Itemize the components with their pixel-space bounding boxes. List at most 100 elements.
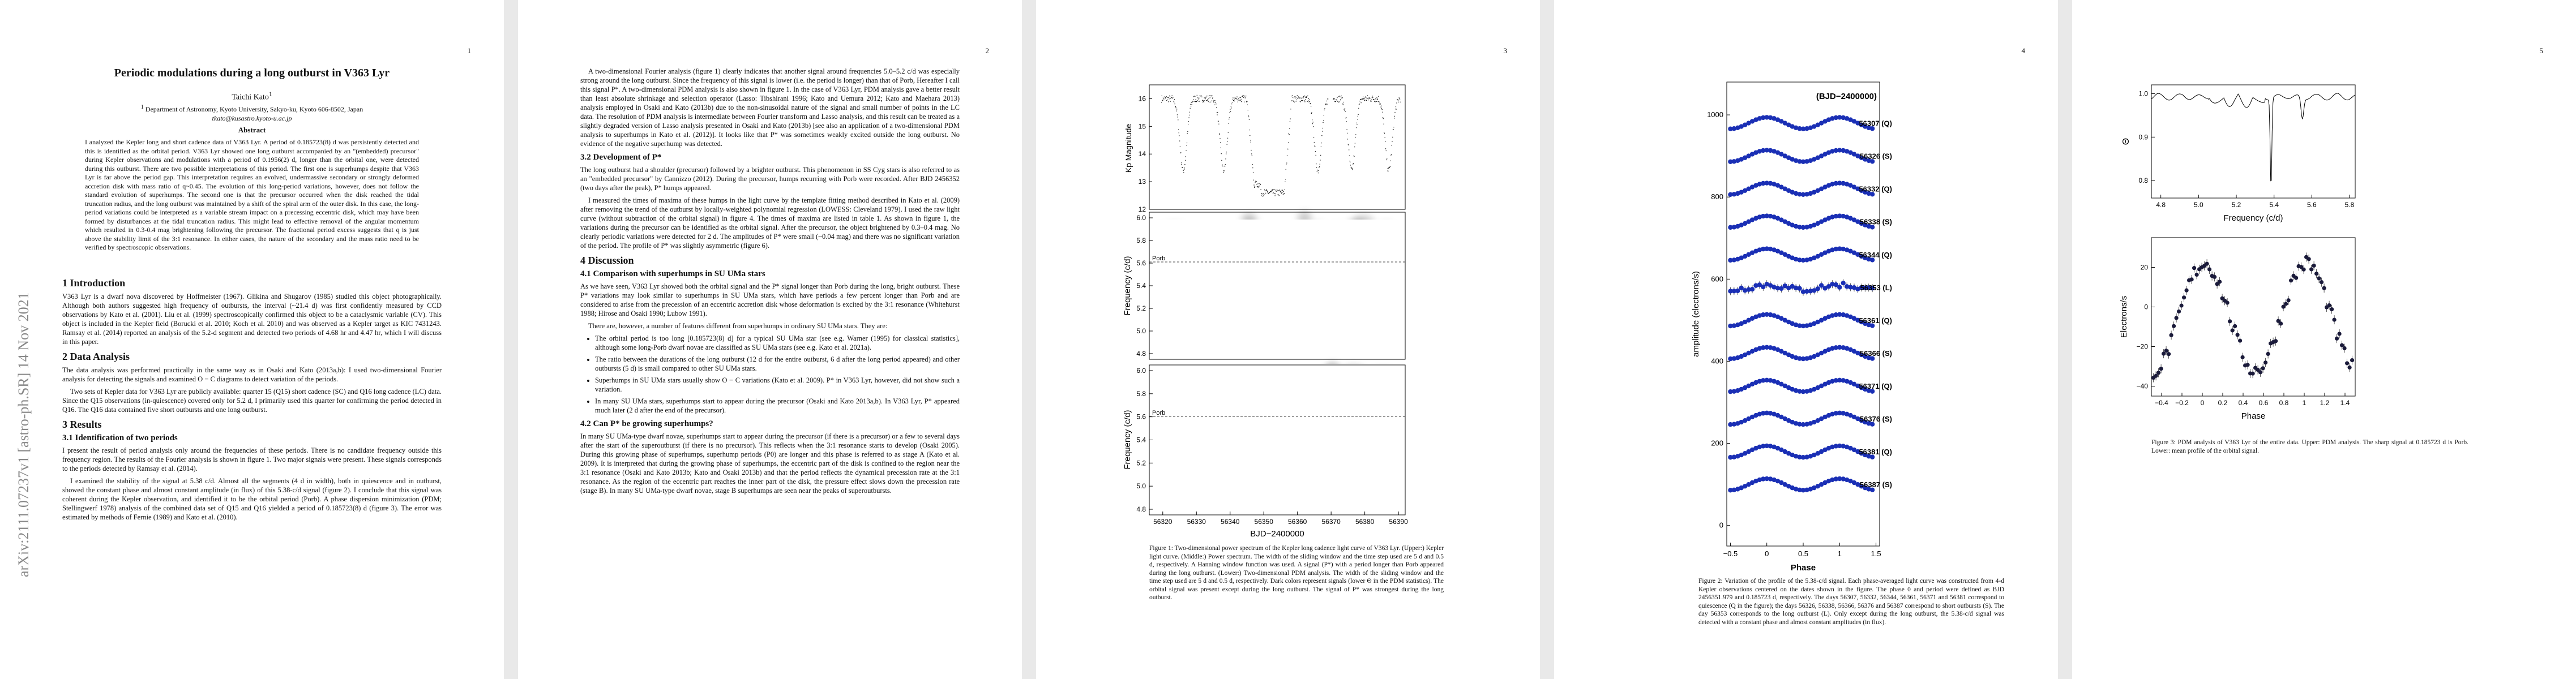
power-blob [1241,214,1257,220]
data-point [2179,303,2184,308]
data-point [1851,217,1857,222]
data-point [1739,452,1744,458]
freq-tick-label: 5.2 [1136,304,1146,312]
power-blob [1390,277,1404,288]
data-point [2218,280,2222,284]
body-text: A two-dimensional Fourier analysis (figu… [580,67,960,498]
data-point [1797,389,1802,394]
data-point [1855,416,1860,422]
power-blob [1349,488,1377,500]
power-blob [1307,428,1328,440]
power-blob [1285,297,1295,307]
power-blob [1382,330,1404,346]
data-point [1753,283,1758,288]
data-point [2192,266,2197,270]
data-point [1841,476,1846,482]
data-point [1826,283,1832,289]
data-point [2182,295,2186,300]
power-blob [1233,440,1259,454]
power-blob [1330,260,1346,268]
data-point [1782,317,1788,323]
power-blob [1272,459,1299,472]
power-blob [1198,257,1214,265]
power-blob [1254,289,1274,296]
data-point [1804,389,1809,394]
power-blob [1154,425,1174,446]
data-point [1749,414,1755,420]
data-point [1782,186,1788,191]
power-blob [1338,343,1349,351]
power-blob [1350,274,1362,280]
xtick-label: −0.5 [1723,549,1738,558]
data-point [1742,253,1748,259]
data-point [1848,347,1853,353]
data-point [1859,155,1864,160]
power-blob [1347,410,1361,420]
data-point [1815,122,1820,127]
power-blob [1302,281,1319,292]
data-point [1833,476,1839,482]
data-point [1800,455,1806,460]
data-point [1855,219,1860,224]
segment-label: 56381 (Q) [1859,448,1892,456]
email[interactable]: tkato@kusastro.kyoto-u.ac.jp [212,114,292,122]
xtick-label: −0.4 [2155,399,2168,407]
power-blob [1280,256,1295,264]
data-point [1800,159,1806,164]
power-blob [1347,436,1375,457]
ytick-label: 400 [1711,356,1723,365]
data-point [1812,321,1817,326]
ytick-label: 1000 [1707,110,1723,119]
data-point [1844,214,1850,220]
power-blob [1231,422,1245,432]
power-blob [1348,420,1365,439]
page-1: arXiv:2111.07237v1 [astro-ph.SR] 14 Nov … [0,0,504,679]
data-point [1775,347,1781,353]
fig2-xlabel: Phase [1791,563,1816,573]
data-point [1768,345,1773,350]
power-blob [1378,389,1404,410]
data-point [1804,356,1809,361]
data-point [1837,377,1842,383]
data-point [1735,158,1740,164]
data-point [1859,319,1864,325]
segment-label: 56366 (S) [1860,349,1892,358]
data-point [1863,321,1868,326]
data-point [1808,388,1813,393]
power-blob [1173,474,1187,495]
data-point [1855,317,1860,323]
page-number: 3 [1503,46,1508,55]
data-point [1782,283,1788,289]
data-point [1768,312,1773,317]
data-point [1779,414,1784,420]
power-blob [1380,222,1393,230]
ytick-label: 20 [2141,264,2149,272]
data-point [1844,379,1850,384]
data-point [1746,219,1751,224]
power-blob [1298,211,1312,220]
power-blob [1355,302,1379,311]
power-blob [1236,472,1262,490]
arxiv-stamp: arXiv:2111.07237v1 [astro-ph.SR] 14 Nov … [15,292,32,577]
data-point [2337,332,2342,336]
data-point [1830,379,1835,384]
power-blob [1308,221,1326,237]
power-blob [1252,266,1277,289]
xtick-label: 56390 [1389,518,1408,526]
data-point [1830,247,1835,252]
power-blob [1194,374,1213,383]
data-point [1869,487,1875,493]
data-point [1833,312,1839,317]
data-point [1797,225,1802,230]
data-point [1742,484,1748,489]
power-blob [1368,465,1379,480]
data-point [1793,454,1799,459]
power-blob [1357,463,1381,472]
data-point [1848,445,1853,451]
xtick-label: 0.6 [2259,399,2269,407]
power-blob [1193,412,1207,422]
data-point [1753,314,1758,320]
data-point [2184,288,2189,293]
data-point [2284,302,2288,306]
page-number: 2 [985,46,990,55]
